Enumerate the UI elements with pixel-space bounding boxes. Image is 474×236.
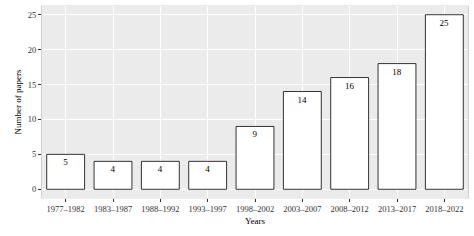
svg-text:1998–2002: 1998–2002 <box>236 204 274 214</box>
svg-text:16: 16 <box>345 81 355 91</box>
svg-text:9: 9 <box>253 129 258 139</box>
svg-text:4: 4 <box>158 164 163 174</box>
svg-text:18: 18 <box>392 67 402 77</box>
svg-text:20: 20 <box>28 45 37 55</box>
svg-text:15: 15 <box>28 80 37 90</box>
svg-text:1993–1997: 1993–1997 <box>189 204 227 214</box>
svg-text:1977–1982: 1977–1982 <box>47 204 85 214</box>
svg-text:0: 0 <box>32 184 36 194</box>
svg-text:1983–1987: 1983–1987 <box>94 204 132 214</box>
svg-text:Years: Years <box>245 216 266 226</box>
svg-text:5: 5 <box>63 157 68 167</box>
svg-text:4: 4 <box>111 164 116 174</box>
svg-text:25: 25 <box>440 18 450 28</box>
svg-text:14: 14 <box>298 95 308 105</box>
svg-text:2018–2022: 2018–2022 <box>425 204 463 214</box>
svg-text:2003–2007: 2003–2007 <box>283 204 321 214</box>
svg-text:2008–2012: 2008–2012 <box>331 204 369 214</box>
svg-text:10: 10 <box>28 114 37 124</box>
svg-text:Number of papers: Number of papers <box>13 69 23 134</box>
svg-text:5: 5 <box>32 149 36 159</box>
svg-text:1988–1992: 1988–1992 <box>141 204 179 214</box>
svg-text:4: 4 <box>205 164 210 174</box>
svg-text:25: 25 <box>28 10 37 20</box>
svg-text:2013–2017: 2013–2017 <box>378 204 416 214</box>
